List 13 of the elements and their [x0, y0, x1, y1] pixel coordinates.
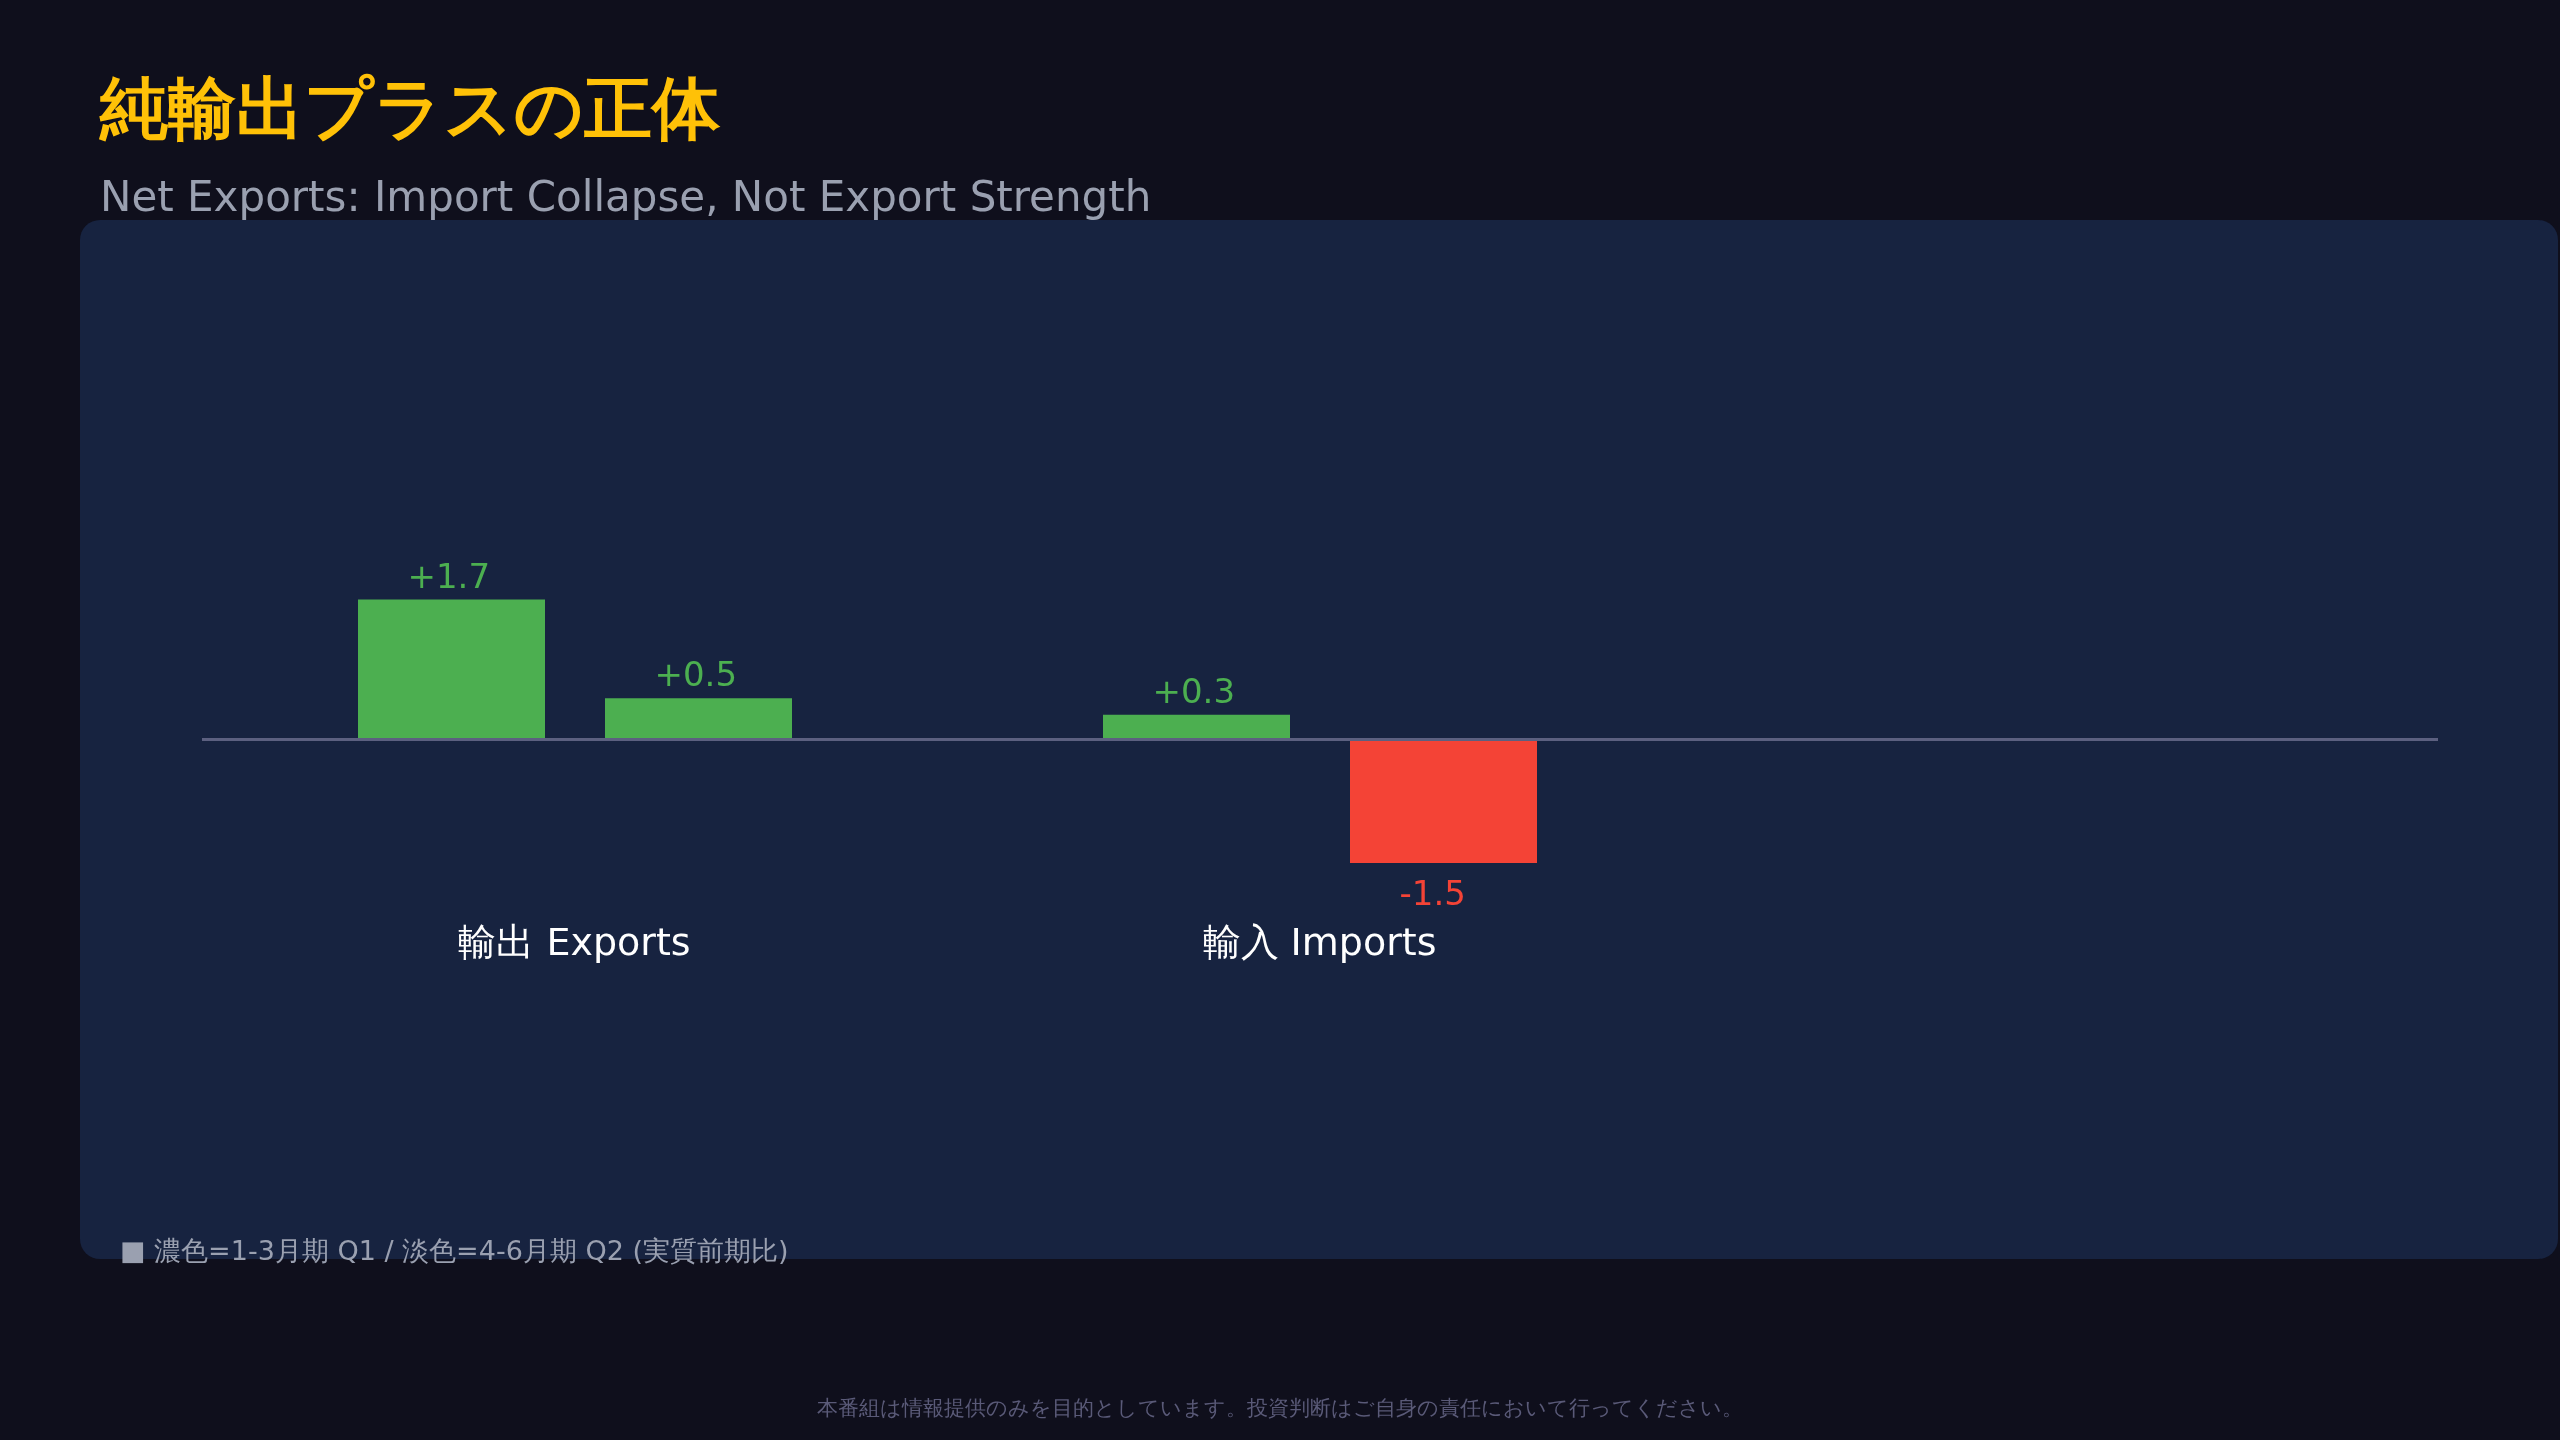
bar — [1103, 714, 1290, 740]
data-label: +0.3 — [1152, 670, 1236, 711]
x-tick-label: 輸入 Imports — [1202, 920, 1437, 964]
chart-title: 純輸出プラスの正体 — [100, 68, 720, 150]
bar — [358, 599, 545, 740]
chart-subtitle: Net Exports: Import Collapse, Not Export Strength — [100, 172, 1152, 221]
data-label: +1.7 — [407, 555, 491, 596]
text: 本番組は情報提供のみを目的としています。投資判断はご自身の責任において行ってください。 — [816, 1395, 1744, 1422]
data-label: -1.5 — [1399, 873, 1466, 913]
text: ■ 濃色=1-3月期 Q1 / 淡色=4-6月期 Q2 (実質前期比) — [120, 1234, 789, 1268]
bar — [1350, 739, 1537, 863]
x-tick-label: 輸出 Exports — [458, 920, 691, 964]
data-label: +0.5 — [654, 654, 738, 695]
